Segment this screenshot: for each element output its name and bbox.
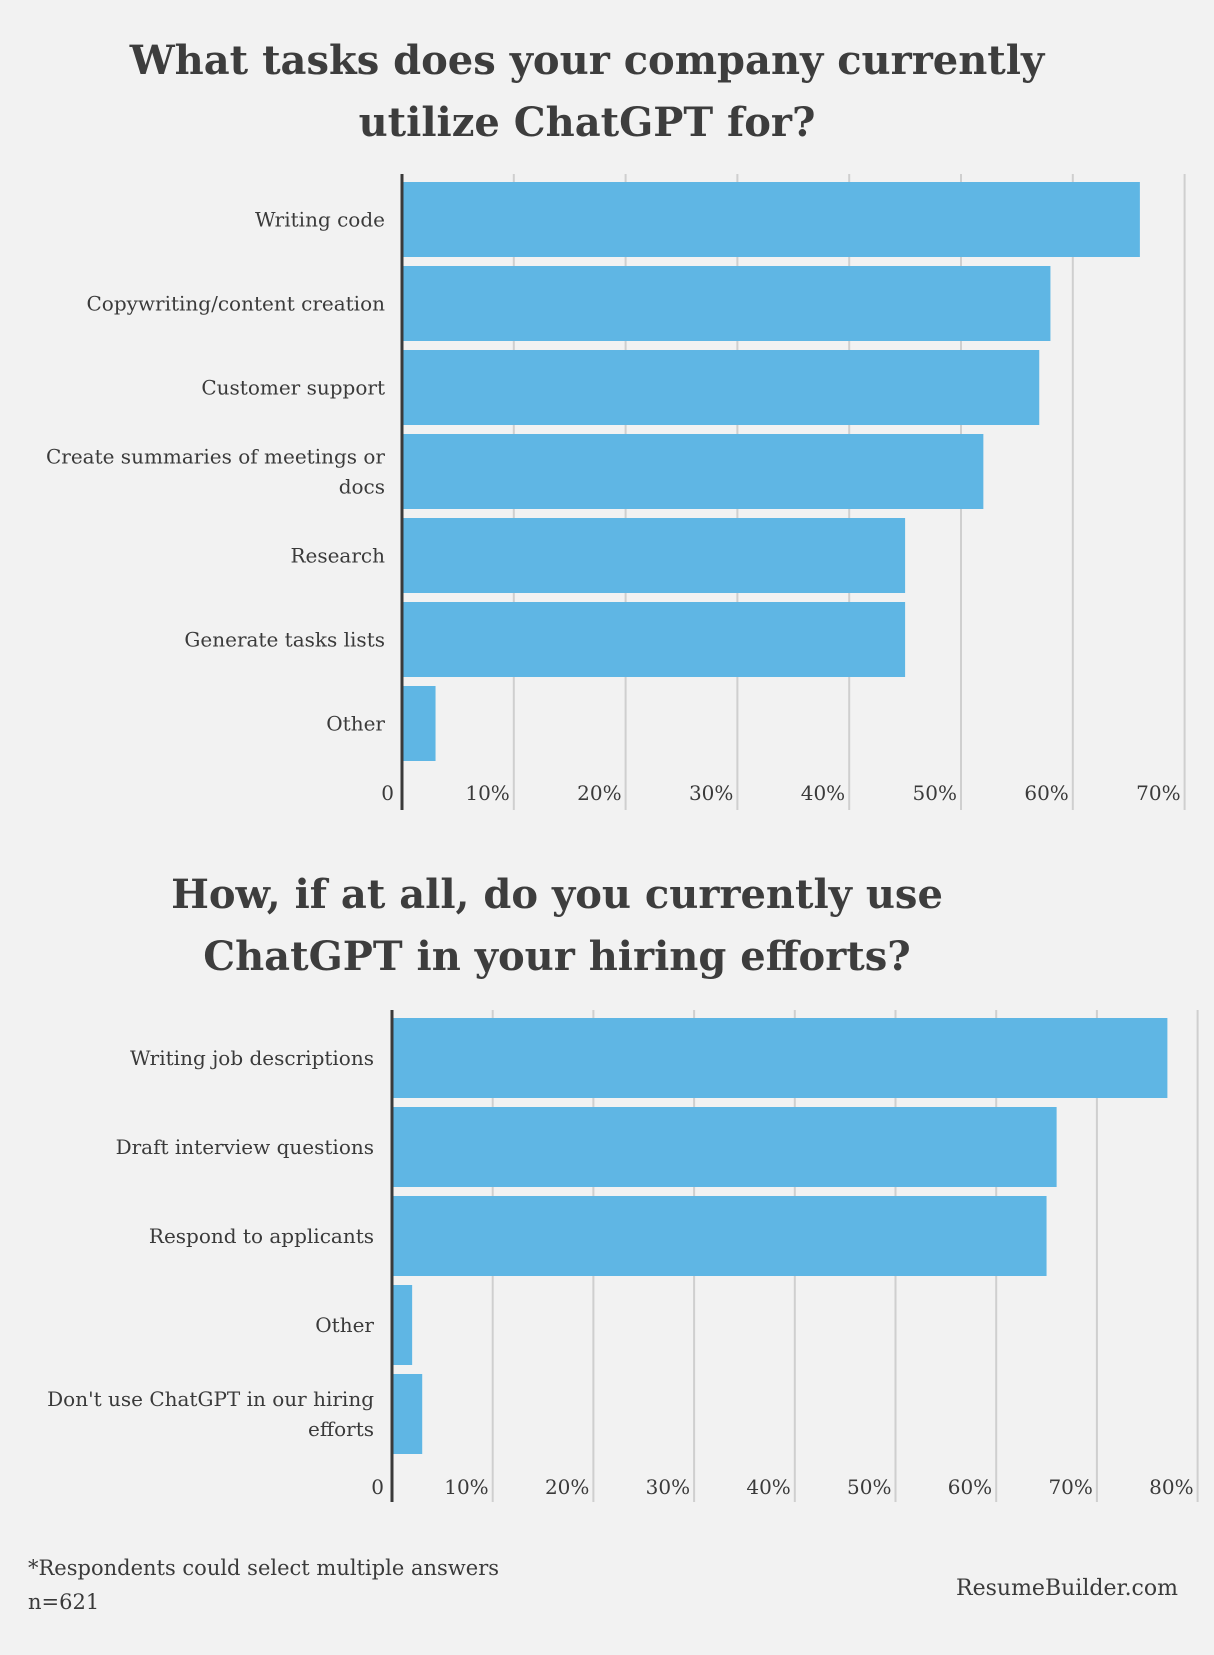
chart-2-tick-label-20: 20% <box>545 1475 589 1499</box>
chart-1-category-label-6: Generate tasks lists <box>184 628 385 652</box>
chart-1-tick-label-50: 50% <box>913 781 957 805</box>
chart-2-bar-3 <box>392 1196 1047 1276</box>
chart-2-title: How, if at all, do you currently use Cha… <box>171 871 943 980</box>
chart-1-tick-label-0: 0 <box>381 781 394 805</box>
chart-2-bar-4 <box>392 1285 413 1365</box>
chart-1-tick-label-20: 20% <box>577 781 621 805</box>
chart-1-bar-1 <box>402 182 1140 257</box>
chart-2-tick-label-0: 0 <box>371 1475 384 1499</box>
chart-2-category-label-4: Other <box>315 1313 374 1337</box>
chart-2-tick-label-50: 50% <box>847 1475 891 1499</box>
chart-1-bar-6 <box>402 602 906 677</box>
chart-2-bar-1 <box>392 1018 1168 1098</box>
chart-1-category-label-3: Customer support <box>201 376 385 400</box>
chart-2-tick-label-80: 80% <box>1149 1475 1193 1499</box>
chart-2-category-label-5-line-1: Don't use ChatGPT in our hiring <box>47 1387 374 1411</box>
chart-1-tick-label-70: 70% <box>1136 781 1180 805</box>
chart-1-category-label-5: Research <box>290 544 385 568</box>
chart-2-category-label-5-line-2: efforts <box>308 1417 374 1441</box>
chart-1-bar-2 <box>402 266 1051 341</box>
chart-1-tick-label-10: 10% <box>465 781 509 805</box>
chart-2-tick-label-60: 60% <box>948 1475 992 1499</box>
chart-1-category-label-2: Copywriting/content creation <box>86 292 385 316</box>
chart-1-bar-7 <box>402 686 436 761</box>
chart-1-category-label-7: Other <box>326 712 385 736</box>
chart-1-category-label-4-line-2: docs <box>339 475 385 499</box>
chart-1-tick-label-30: 30% <box>689 781 733 805</box>
chart-2-category-label-1: Writing job descriptions <box>130 1046 374 1070</box>
chart-1-plot: Writing code Copywriting/content creation… <box>46 174 1186 810</box>
chart-2-tick-label-10: 10% <box>444 1475 488 1499</box>
footnote-sample-size: n=621 <box>28 1590 100 1614</box>
chart-1-tick-label-60: 60% <box>1024 781 1068 805</box>
chart-2-tick-label-70: 70% <box>1048 1475 1092 1499</box>
brand-name: ResumeBuilder.com <box>956 1576 1178 1601</box>
chart-2-plot: Writing job descriptions Draft interview … <box>47 1010 1199 1502</box>
chart-2-tick-label-40: 40% <box>746 1475 790 1499</box>
chart-1-bar-3 <box>402 350 1040 425</box>
chart-2-bar-2 <box>392 1107 1057 1187</box>
chart-1-title: What tasks does your company currently u… <box>129 37 1045 146</box>
chart-1-bar-5 <box>402 518 906 593</box>
chart-1-category-label-1: Writing code <box>255 208 385 232</box>
chart-1-tick-label-40: 40% <box>801 781 845 805</box>
footnote-multiple-answers: *Respondents could select multiple answe… <box>28 1556 500 1580</box>
chart-2-category-label-2: Draft interview questions <box>116 1135 374 1159</box>
chart-1-bar-4 <box>402 434 984 509</box>
chart-2-bar-5 <box>392 1374 423 1454</box>
chart-2-category-label-3: Respond to applicants <box>149 1224 374 1248</box>
chart-2-tick-label-30: 30% <box>646 1475 690 1499</box>
chart-1-category-label-4-line-1: Create summaries of meetings or <box>46 445 385 469</box>
